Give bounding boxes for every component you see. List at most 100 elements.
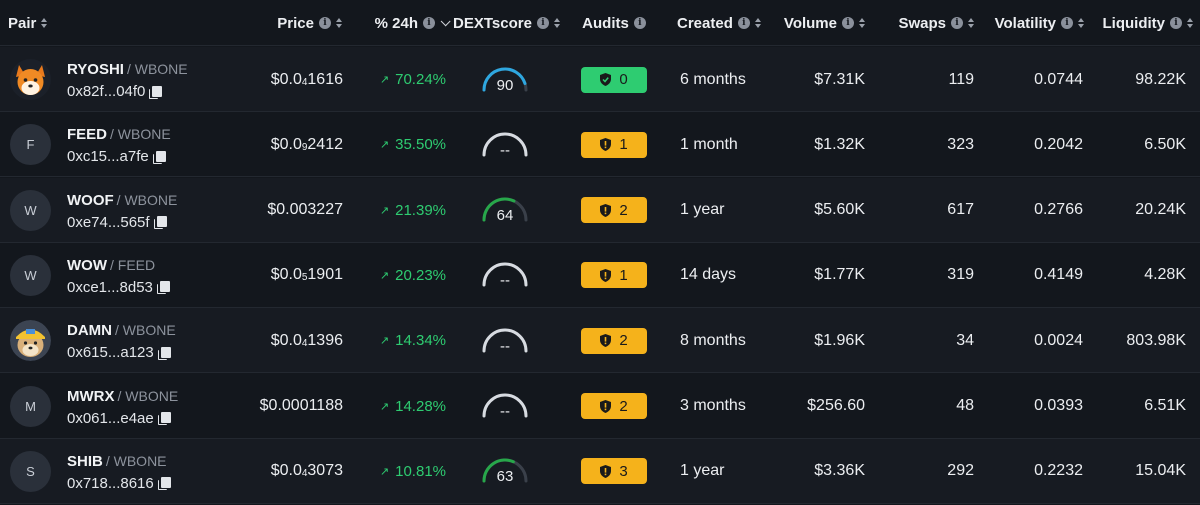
sort-icon[interactable] xyxy=(1186,17,1194,29)
table-row[interactable]: S SHIB / WBONE 0x718...8616 $0.043073 ↗ 10.81%… xyxy=(0,438,1200,504)
header-price[interactable]: Price i xyxy=(230,0,343,46)
info-icon[interactable]: i xyxy=(737,17,750,29)
header-pair[interactable]: Pair xyxy=(8,0,68,46)
pair-separator: / xyxy=(105,452,114,469)
header-liquidity[interactable]: Liquidity i xyxy=(1090,0,1194,46)
header-score[interactable]: DEXTscore i xyxy=(452,0,562,46)
dextscore-value: 90 xyxy=(496,76,514,94)
created-cell: 1 year xyxy=(680,178,790,243)
dextscore-gauge[interactable]: 64 xyxy=(480,193,530,227)
price-digits: 2412 xyxy=(307,135,343,153)
copy-icon[interactable] xyxy=(152,150,166,164)
dextscore-gauge[interactable]: 90 xyxy=(480,63,530,97)
copy-icon[interactable] xyxy=(157,477,171,491)
table-row[interactable]: DAMN / WBONE 0x615...a123 $0.041396 ↗ 14.34% -… xyxy=(0,308,1200,374)
price-zero-count: 4 xyxy=(301,76,308,88)
token-symbol[interactable]: FEED xyxy=(67,126,108,144)
sort-icon[interactable] xyxy=(40,17,48,29)
arrow-up-right-icon: ↗ xyxy=(379,204,390,217)
header-created[interactable]: Created i xyxy=(677,0,787,46)
token-symbol[interactable]: WOOF xyxy=(67,191,114,209)
audit-badge[interactable]: 2 xyxy=(581,197,647,224)
header-swaps[interactable]: Swaps i xyxy=(870,0,975,46)
volume-cell: $1.96K xyxy=(760,308,865,373)
table-row[interactable]: W WOW / FEED 0xce1...8d53 $0.051901 ↗ 20.23% --… xyxy=(0,243,1200,308)
change-value: 10.81% xyxy=(395,462,446,480)
pair-info[interactable]: DAMN / WBONE 0x615...a123 xyxy=(67,322,176,361)
score-gauge-track xyxy=(482,262,528,287)
table-row[interactable]: M MWRX / WBONE 0x061...e4ae $0.0001188 ↗ 14.28… xyxy=(0,374,1200,439)
dextscore-gauge[interactable]: -- xyxy=(480,324,530,358)
change-cell: ↗ 10.81% xyxy=(350,439,446,504)
token-symbol[interactable]: DAMN xyxy=(67,322,112,340)
copy-icon[interactable] xyxy=(153,216,167,230)
header-volatility[interactable]: Volatility i xyxy=(980,0,1085,46)
info-icon[interactable]: i xyxy=(423,17,435,29)
info-icon[interactable]: i xyxy=(1170,17,1182,29)
table-row[interactable]: F FEED / WBONE 0xc15...a7fe $0.092412 ↗ 35.50%… xyxy=(0,112,1200,178)
score-gauge-fill xyxy=(482,458,515,483)
sort-icon[interactable] xyxy=(553,17,561,29)
pair-info[interactable]: SHIB / WBONE 0x718...8616 xyxy=(67,452,171,492)
liquidity-cell: 6.50K xyxy=(1080,112,1186,177)
copy-icon[interactable] xyxy=(149,85,163,99)
header-volume[interactable]: Volume i xyxy=(770,0,866,46)
pair-title: MWRX / WBONE xyxy=(67,388,178,406)
volatility-value: 0.2232 xyxy=(1034,462,1083,480)
pair-address-line: 0x615...a123 xyxy=(67,344,176,361)
header-change[interactable]: % 24h i xyxy=(350,0,451,46)
token-symbol[interactable]: RYOSHI xyxy=(67,61,124,78)
audit-badge[interactable]: 3 xyxy=(581,458,647,485)
copy-icon[interactable] xyxy=(157,412,171,425)
sort-icon[interactable] xyxy=(858,17,866,29)
pair-info[interactable]: FEED / WBONE 0xc15...a7fe xyxy=(67,126,171,165)
audit-badge[interactable]: 1 xyxy=(581,131,647,158)
volatility-cell: 0.4149 xyxy=(990,243,1083,308)
pair-info[interactable]: WOW / FEED 0xce1...8d53 xyxy=(67,256,170,296)
sort-icon[interactable] xyxy=(335,17,343,29)
table-row[interactable]: W WOOF / WBONE 0xe74...565f $0.003227 ↗ 21.39%… xyxy=(0,177,1200,243)
liquidity-value: 4.28K xyxy=(1144,266,1186,284)
volume-value: $1.77K xyxy=(814,266,865,284)
change-cell: ↗ 21.39% xyxy=(350,178,446,243)
info-icon[interactable]: i xyxy=(536,17,549,29)
change-24h: ↗ 35.50% xyxy=(380,136,446,153)
pair-address: 0xce1...8d53 xyxy=(67,278,153,296)
pair-separator: / xyxy=(109,256,118,273)
copy-icon[interactable] xyxy=(157,346,171,360)
dextscore-gauge[interactable]: -- xyxy=(480,389,530,423)
info-icon[interactable]: i xyxy=(1061,17,1073,29)
price-value: $0.041396 xyxy=(271,332,343,350)
dextscore-value: -- xyxy=(500,272,510,290)
created-cell: 8 months xyxy=(680,308,790,373)
dextscore-gauge[interactable]: 63 xyxy=(480,454,530,488)
volatility-value: 0.0744 xyxy=(1034,70,1083,88)
dextscore-gauge[interactable]: -- xyxy=(480,128,530,162)
info-icon[interactable]: i xyxy=(633,17,646,29)
copy-icon[interactable] xyxy=(156,281,170,295)
audit-badge[interactable]: 0 xyxy=(581,66,647,93)
pair-info[interactable]: MWRX / WBONE 0x061...e4ae xyxy=(67,388,178,427)
liquidity-cell: 4.28K xyxy=(1080,243,1186,308)
token-symbol[interactable]: MWRX xyxy=(67,387,115,405)
score-gauge-track xyxy=(482,328,528,353)
token-symbol[interactable]: WOW xyxy=(67,256,107,274)
audit-badge[interactable]: 2 xyxy=(581,327,647,354)
sort-icon[interactable] xyxy=(754,17,762,29)
pair-address: 0xc15...a7fe xyxy=(67,148,149,166)
pair-info[interactable]: WOOF / WBONE 0xe74...565f xyxy=(67,192,177,231)
audit-count: 1 xyxy=(619,266,628,284)
table-row[interactable]: RYOSHI / WBONE 0x82f...04f0 $0.041616 ↗ 70.24… xyxy=(0,47,1200,112)
token-symbol[interactable]: SHIB xyxy=(67,452,103,470)
sort-icon[interactable] xyxy=(967,17,975,29)
audit-badge[interactable]: 1 xyxy=(581,262,647,289)
info-icon[interactable]: i xyxy=(319,17,331,29)
sort-icon[interactable] xyxy=(1077,17,1085,29)
dextscore-gauge[interactable]: -- xyxy=(480,258,530,292)
sort-desc-icon[interactable] xyxy=(440,15,451,26)
shield-alert-icon xyxy=(600,464,612,478)
info-icon[interactable]: i xyxy=(842,17,854,29)
info-icon[interactable]: i xyxy=(951,17,963,29)
pair-info[interactable]: RYOSHI / WBONE 0x82f...04f0 xyxy=(67,61,188,100)
audit-badge[interactable]: 2 xyxy=(581,393,647,419)
